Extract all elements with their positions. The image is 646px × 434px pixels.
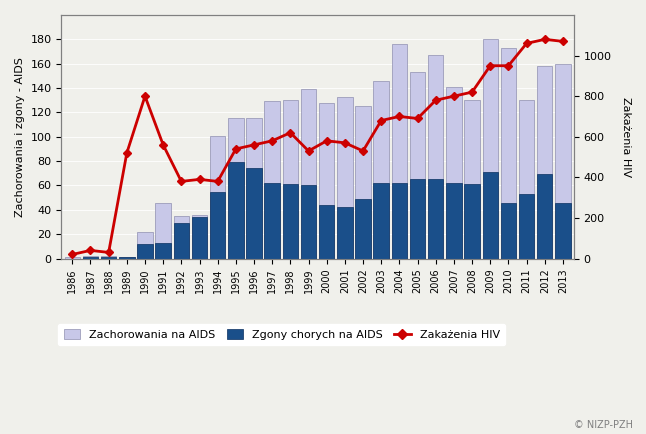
Bar [391,44,407,259]
Zakażenia HIV [141,94,149,99]
Bar [301,89,317,259]
Zakażenia HIV [105,250,112,255]
Zakażenia HIV [196,177,203,182]
Bar [483,172,498,259]
Zakażenia HIV [359,148,367,154]
Line: Zakażenia HIV: Zakażenia HIV [70,36,566,257]
Y-axis label: Zachorowania i zgony - AIDS: Zachorowania i zgony - AIDS [15,57,25,217]
Zakażenia HIV [87,248,94,253]
Zakażenia HIV [214,179,222,184]
Zakażenia HIV [432,98,440,103]
Bar [210,135,225,259]
Bar [519,100,534,259]
Bar [119,257,134,259]
Bar [101,257,116,259]
Bar [246,118,262,259]
Zakażenia HIV [413,116,421,121]
Bar [391,183,407,259]
Bar [355,106,371,259]
Bar [137,232,152,259]
Bar [228,162,244,259]
Bar [192,215,207,259]
Bar [83,257,98,259]
Zakażenia HIV [68,252,76,257]
Zakażenia HIV [232,146,240,151]
Bar [156,243,171,259]
Bar [428,55,443,259]
Bar [119,257,134,259]
Bar [301,185,317,259]
Bar [283,100,298,259]
Zakażenia HIV [505,63,512,68]
Zakażenia HIV [395,114,403,119]
Zakażenia HIV [123,151,130,156]
Bar [156,203,171,259]
Bar [464,184,480,259]
Bar [174,216,189,259]
Bar [555,203,570,259]
Bar [373,183,389,259]
Bar [264,183,280,259]
Bar [410,179,425,259]
Bar [246,168,262,259]
Zakażenia HIV [160,142,167,148]
Bar [174,223,189,259]
Bar [519,194,534,259]
Bar [501,203,516,259]
Bar [65,257,80,259]
Zakażenia HIV [268,138,276,143]
Bar [228,118,244,259]
Zakażenia HIV [323,138,331,143]
Zakażenia HIV [250,142,258,148]
Bar [410,72,425,259]
Bar [483,39,498,259]
Zakażenia HIV [541,37,548,42]
Bar [83,256,98,259]
Text: © NIZP-PZH: © NIZP-PZH [574,420,633,430]
Zakażenia HIV [286,130,294,135]
Bar [319,103,335,259]
Bar [373,81,389,259]
Zakażenia HIV [450,94,458,99]
Zakażenia HIV [305,148,313,154]
Bar [428,179,443,259]
Bar [464,100,480,259]
Bar [555,64,570,259]
Y-axis label: Zakażenia HIV: Zakażenia HIV [621,97,631,177]
Bar [192,217,207,259]
Zakażenia HIV [341,140,349,145]
Bar [537,174,552,259]
Bar [283,184,298,259]
Bar [101,256,116,259]
Bar [210,191,225,259]
Bar [337,207,353,259]
Bar [264,102,280,259]
Bar [537,66,552,259]
Bar [355,199,371,259]
Bar [319,205,335,259]
Zakażenia HIV [486,63,494,68]
Legend: Zachorowania na AIDS, Zgony chorych na AIDS, Zakażenia HIV: Zachorowania na AIDS, Zgony chorych na A… [58,324,505,345]
Bar [446,87,462,259]
Zakażenia HIV [178,179,185,184]
Bar [501,48,516,259]
Zakażenia HIV [377,118,385,123]
Bar [337,97,353,259]
Zakażenia HIV [559,39,567,44]
Bar [446,183,462,259]
Zakażenia HIV [468,89,476,95]
Zakażenia HIV [523,41,530,46]
Bar [137,244,152,259]
